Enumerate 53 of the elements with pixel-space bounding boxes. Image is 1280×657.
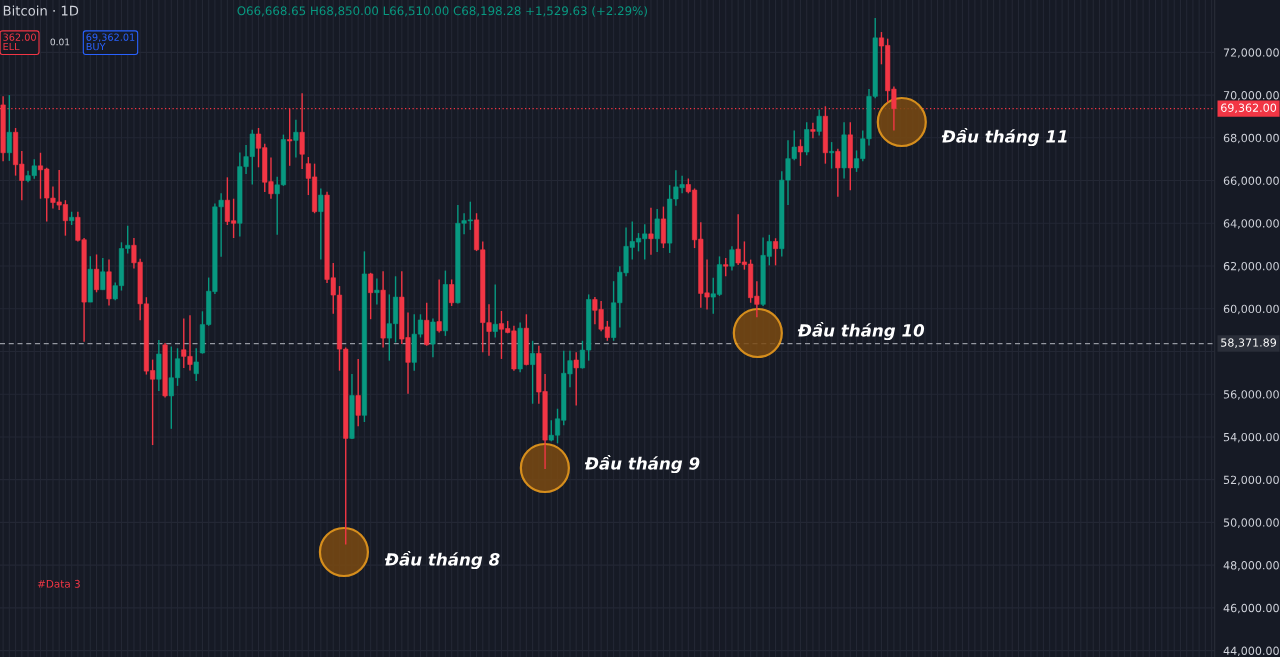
candlestick	[436, 278, 442, 334]
y-tick-label: 66,000.00	[1223, 176, 1279, 187]
candlestick	[723, 257, 729, 277]
candlestick	[654, 208, 660, 253]
y-tick-label: 60,000.00	[1223, 304, 1279, 315]
y-tick-label: 52,000.00	[1223, 475, 1279, 486]
y-tick-label: 64,000.00	[1223, 219, 1279, 229]
candlestick	[835, 148, 841, 198]
candlestick	[6, 94, 12, 162]
candlestick	[449, 278, 455, 307]
candlestick	[810, 122, 816, 139]
candlestick	[287, 107, 293, 167]
y-tick-label: 70,000.00	[1223, 91, 1279, 101]
y-tick-label: 68,000.00	[1223, 133, 1279, 144]
candlestick	[573, 351, 579, 407]
candlestick	[797, 138, 803, 167]
candlestick	[293, 118, 299, 159]
annotation: 362.00 ELL	[3, 33, 36, 51]
candlestick	[94, 253, 100, 293]
y-tick-label: 50,000.00	[1223, 518, 1279, 528]
candlestick	[368, 272, 374, 320]
annotation: Đầu tháng 10	[797, 321, 925, 341]
candlestick	[100, 257, 106, 291]
candlestick	[374, 277, 380, 306]
candlestick	[193, 347, 199, 382]
annotation: O66,668.65 H68,850.00 L66,510.00 C68,198.28 +1,529.63 (+2.29%)	[237, 6, 647, 17]
y-tick-label: 46,000.00	[1223, 603, 1279, 614]
candlestick	[829, 141, 835, 170]
ref-line-label: 69,362.00	[1221, 103, 1277, 114]
annotation: #Data 3	[37, 579, 80, 588]
annotation: 0.01	[50, 38, 70, 46]
y-tick-label: 56,000.00	[1223, 390, 1279, 400]
candlestick	[816, 108, 822, 137]
candlestick	[492, 283, 498, 339]
candlestick	[648, 206, 654, 256]
candlestick	[773, 237, 779, 267]
candlestick	[530, 340, 536, 405]
candlestick	[355, 358, 361, 427]
y-tick-label: 72,000.00	[1223, 48, 1279, 58]
candlestick	[729, 245, 735, 272]
y-tick-label: 48,000.00	[1223, 561, 1279, 571]
annotation: Đầu tháng 9	[584, 454, 700, 474]
ref-line-label: 58,371.89	[1221, 338, 1277, 348]
candlestick	[318, 187, 324, 261]
y-tick-label: 44,000.00	[1223, 646, 1279, 657]
annotation: Đầu tháng 8	[384, 550, 500, 570]
annotation: 69,362.01 BUY	[86, 33, 135, 51]
chart-title: Bitcoin · 1D	[3, 5, 79, 16]
candlestick	[430, 317, 436, 359]
annotation: Đầu tháng 11	[941, 127, 1067, 147]
candlestick	[804, 121, 810, 157]
y-tick-label: 62,000.00	[1223, 261, 1279, 272]
y-tick-label: 54,000.00	[1223, 432, 1279, 443]
